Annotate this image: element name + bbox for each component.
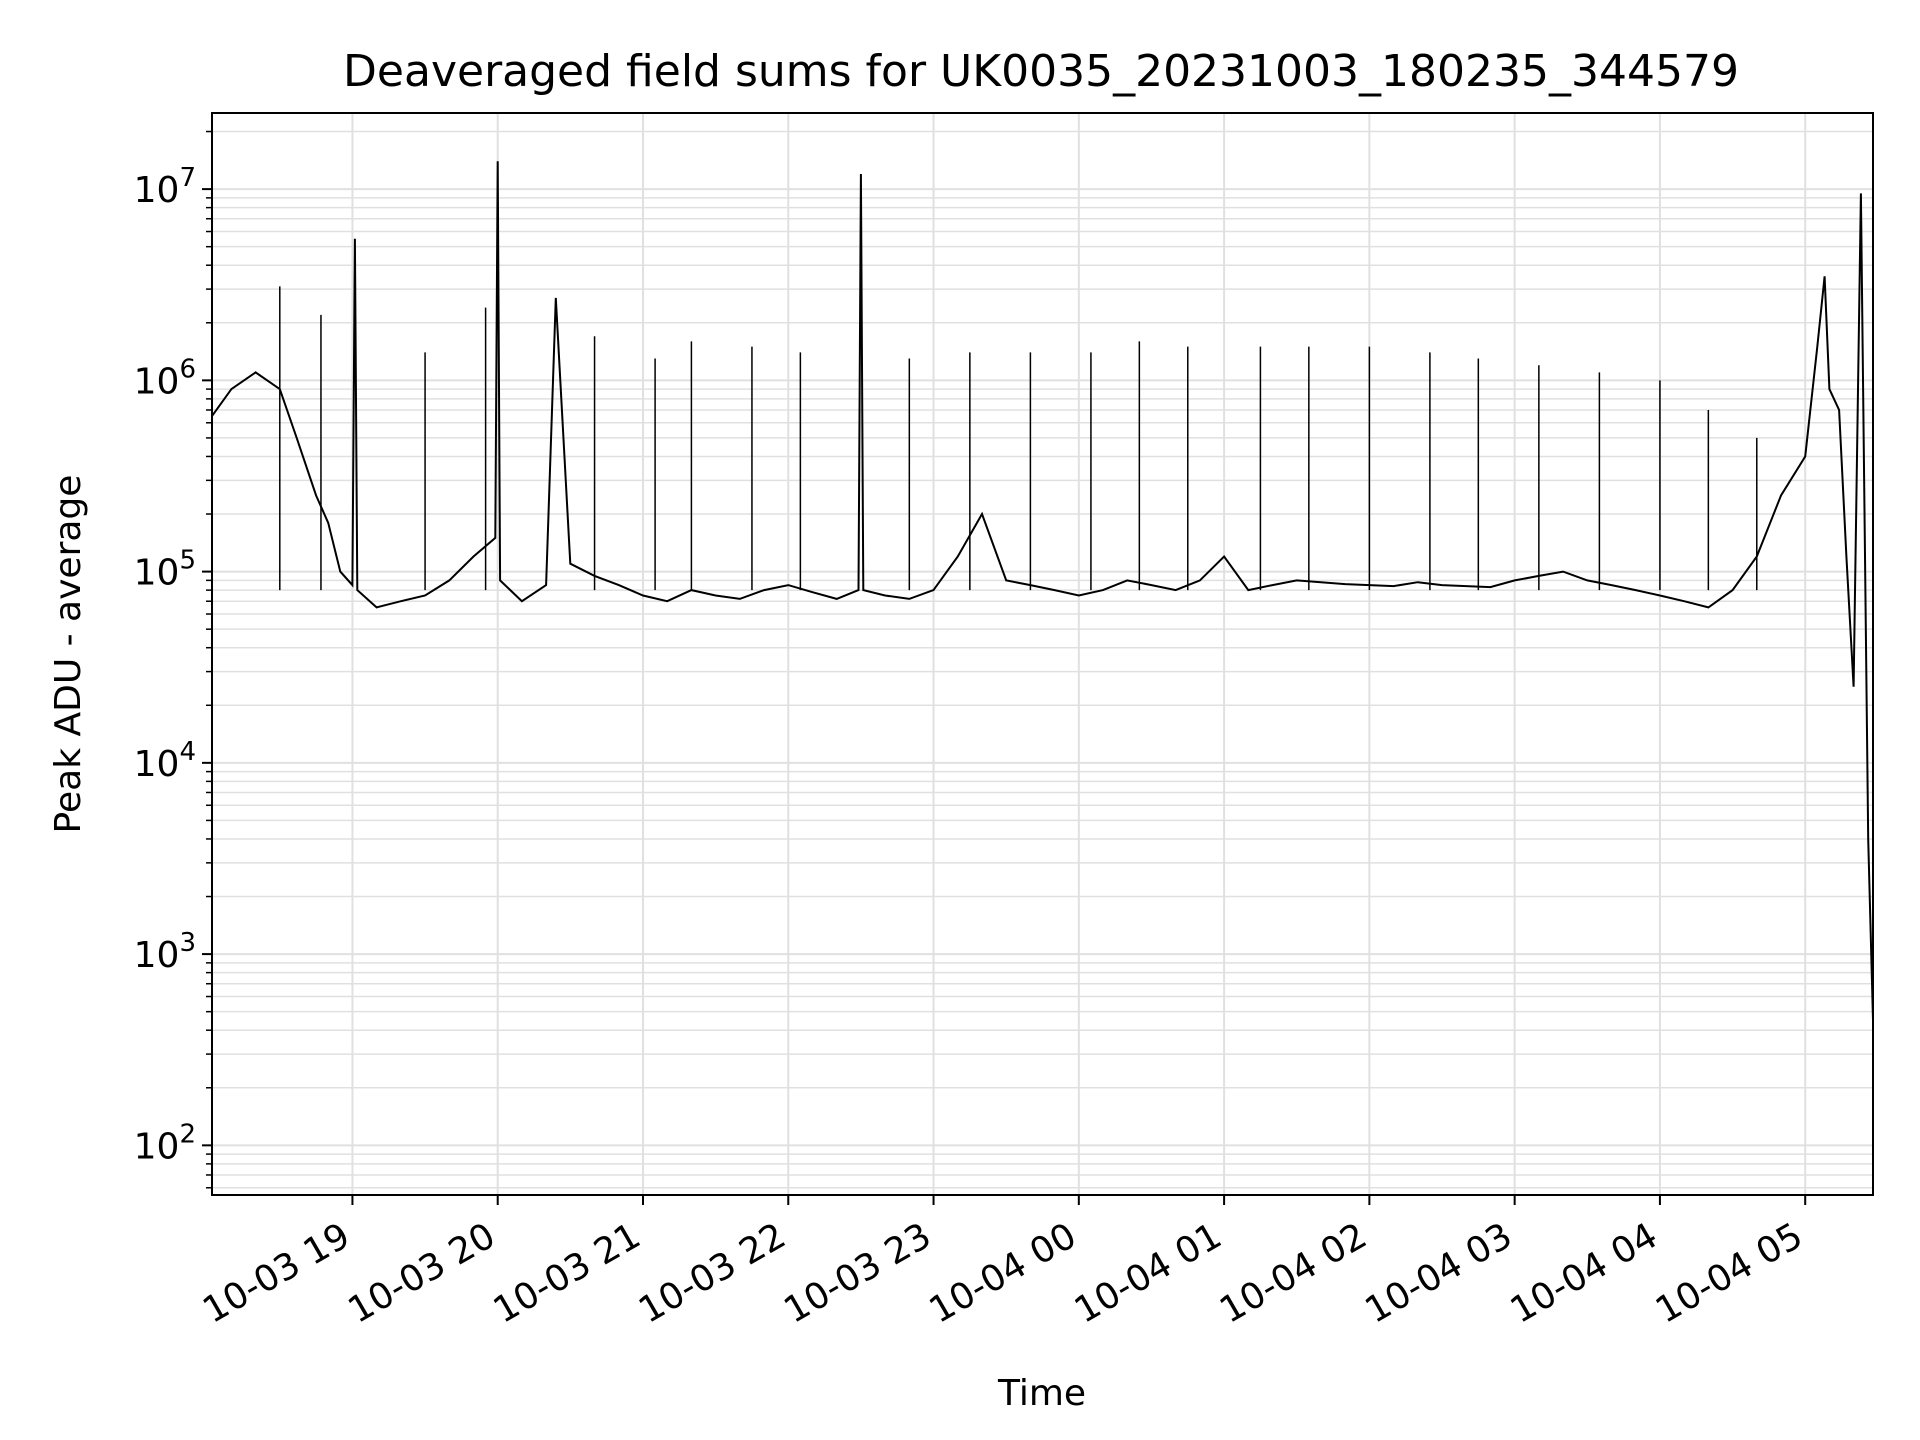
y-tick-label: 106 xyxy=(134,354,196,402)
series-group xyxy=(212,161,1873,1021)
series-line xyxy=(212,161,1873,1021)
y-tick-label: 105 xyxy=(134,546,196,594)
y-tick-label: 104 xyxy=(134,737,196,785)
y-axis-label: Peak ADU - average xyxy=(48,475,89,834)
chart-title: Deaveraged field sums for UK0035_2023100… xyxy=(343,46,1739,97)
plot-frame xyxy=(211,112,1874,1196)
x-axis-label: Time xyxy=(997,1373,1086,1414)
plot-area xyxy=(212,161,1873,1021)
y-tick-label: 102 xyxy=(134,1119,196,1167)
y-tick-label: 107 xyxy=(134,163,196,211)
y-tick-label: 103 xyxy=(134,928,196,976)
grid-lines xyxy=(212,113,1873,1195)
